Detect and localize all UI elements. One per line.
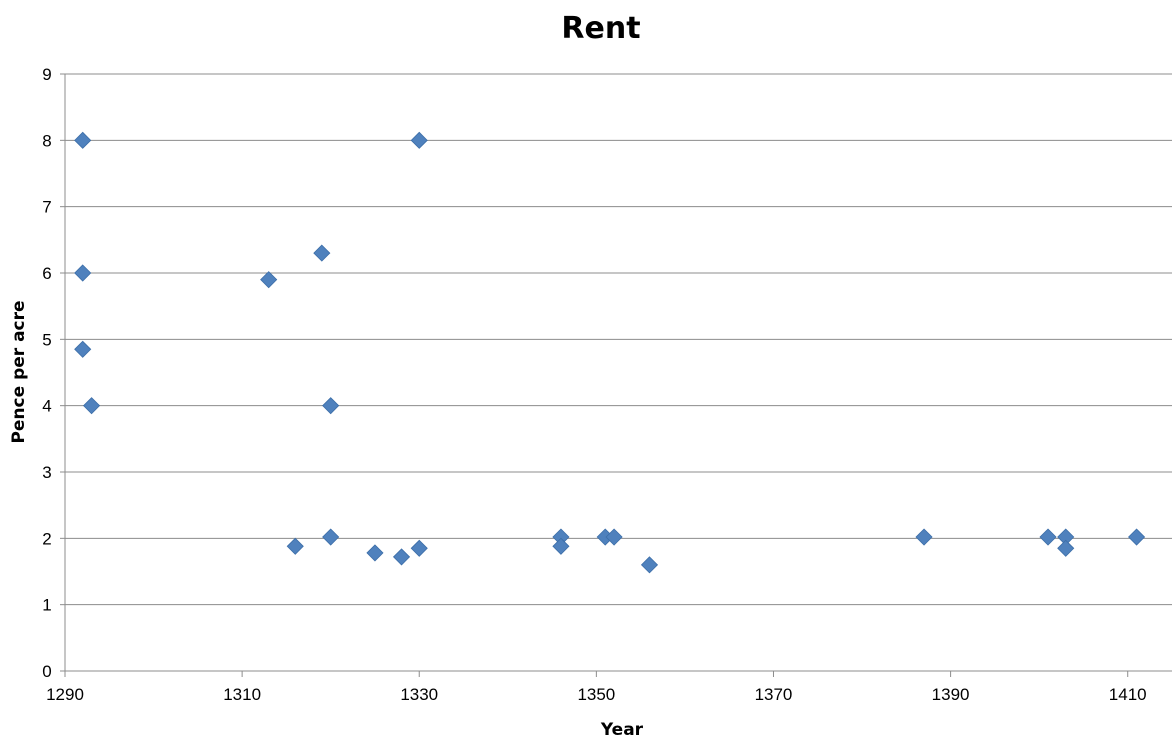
data-point: [322, 397, 340, 415]
y-tick-label: 6: [42, 264, 51, 283]
y-tick-label: 4: [42, 397, 51, 416]
x-tick-label: 1290: [46, 685, 84, 704]
y-tick-label: 2: [42, 529, 51, 548]
y-tick-label: 5: [42, 330, 51, 349]
y-tick-label: 3: [42, 463, 51, 482]
x-tick-label: 1390: [932, 685, 970, 704]
y-tick-label: 7: [42, 198, 51, 217]
data-point: [366, 544, 384, 562]
data-point: [392, 548, 411, 566]
data-point: [1128, 528, 1146, 546]
data-point: [410, 131, 428, 149]
data-point: [260, 271, 278, 289]
data-point: [313, 244, 331, 262]
x-tick-label: 1310: [223, 685, 261, 704]
y-tick-label: 8: [42, 131, 51, 150]
tick-labels: 0 1 2 3 4 5 6 7 8 9 1290 1310 1330 1350 1370 1390 1410: [42, 65, 1146, 704]
x-tick-label: 1350: [577, 685, 615, 704]
data-point: [1039, 528, 1057, 546]
x-tick-label: 1330: [400, 685, 438, 704]
chart-title: Rent: [561, 11, 640, 46]
x-tick-label: 1370: [755, 685, 793, 704]
gridlines: [65, 73, 1172, 606]
data-point: [322, 528, 340, 546]
data-point: [640, 556, 659, 574]
y-tick-label: 1: [42, 596, 51, 615]
data-point: [1057, 539, 1075, 557]
data-point: [286, 537, 304, 555]
data-point: [74, 131, 92, 149]
data-points: [74, 131, 1146, 574]
x-tick-label: 1410: [1109, 685, 1147, 704]
data-point: [410, 539, 428, 557]
data-point: [74, 340, 92, 358]
data-point: [915, 528, 933, 546]
y-tick-label: 9: [42, 65, 51, 84]
data-point: [83, 397, 101, 415]
data-point: [74, 264, 92, 282]
data-point: [552, 537, 570, 555]
data-point: [605, 528, 623, 546]
axes: [60, 73, 1172, 677]
y-axis-label: Pence per acre: [9, 300, 29, 443]
y-tick-label: 0: [42, 662, 51, 681]
x-axis-label: Year: [600, 720, 644, 740]
